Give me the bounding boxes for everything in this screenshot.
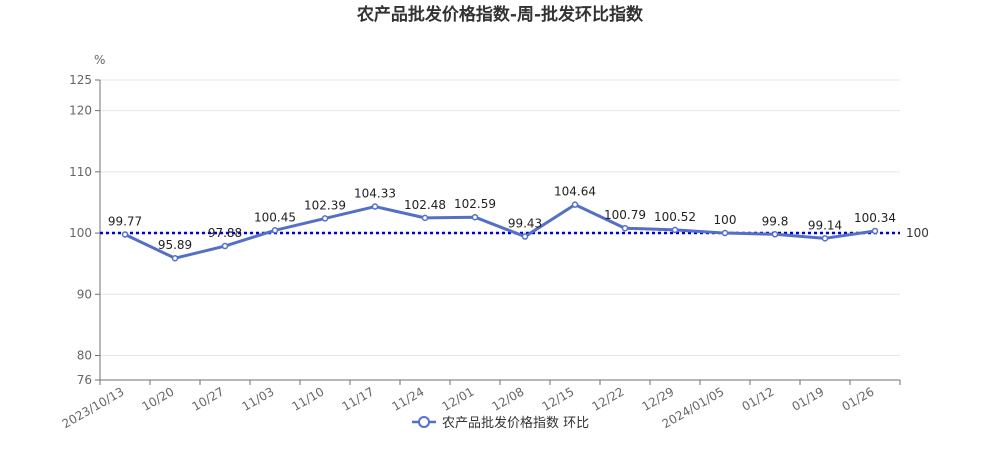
legend[interactable]: 农产品批发价格指数 环比 bbox=[412, 415, 589, 431]
data-label: 97.88 bbox=[208, 226, 242, 240]
data-label: 100.52 bbox=[654, 210, 696, 224]
data-label: 100.79 bbox=[604, 208, 646, 222]
data-point bbox=[821, 235, 829, 242]
y-tick-label: 90 bbox=[77, 287, 92, 301]
data-point bbox=[621, 224, 629, 232]
x-tick-label: 01/26 bbox=[840, 384, 877, 413]
y-tick-label: 120 bbox=[69, 104, 92, 118]
x-tick-label: 12/29 bbox=[640, 384, 677, 413]
x-tick-label: 12/01 bbox=[440, 384, 477, 413]
reference-line-label: 100 bbox=[906, 226, 929, 240]
data-label: 104.64 bbox=[554, 185, 596, 199]
data-label: 102.59 bbox=[454, 197, 496, 211]
chart-title: 农产品批发价格指数-周-批发环比指数 bbox=[356, 4, 644, 25]
data-label: 99.43 bbox=[508, 217, 542, 231]
data-label: 102.39 bbox=[304, 198, 346, 212]
data-point bbox=[221, 242, 229, 250]
data-label: 99.77 bbox=[108, 214, 142, 228]
x-tick-label: 10/20 bbox=[140, 384, 177, 413]
x-tick-label: 01/19 bbox=[790, 384, 827, 413]
x-tick-label: 12/15 bbox=[540, 384, 577, 413]
x-tick-label: 11/10 bbox=[290, 384, 327, 413]
data-label: 102.48 bbox=[404, 198, 446, 212]
y-axis-unit: % bbox=[94, 53, 105, 67]
x-tick-label: 11/03 bbox=[240, 384, 277, 413]
data-point bbox=[271, 227, 279, 234]
y-tick-label: 80 bbox=[77, 349, 92, 363]
data-point bbox=[521, 233, 529, 240]
y-tick-label: 125 bbox=[69, 73, 92, 87]
data-point bbox=[421, 214, 429, 222]
x-tick-label: 11/17 bbox=[340, 384, 377, 413]
data-label: 100 bbox=[714, 213, 737, 227]
data-label: 99.14 bbox=[808, 218, 842, 232]
data-label: 99.8 bbox=[762, 214, 789, 228]
data-point bbox=[671, 226, 679, 234]
data-point bbox=[571, 201, 579, 208]
x-tick-label: 11/24 bbox=[390, 384, 427, 413]
data-point bbox=[171, 254, 179, 262]
series-line bbox=[121, 201, 879, 262]
y-axis-ticks: 76 80 90 100 110 120 125 bbox=[69, 73, 100, 387]
data-label: 104.33 bbox=[354, 187, 396, 201]
x-tick-label: 10/27 bbox=[190, 384, 227, 413]
series-polyline bbox=[124, 203, 876, 260]
data-point bbox=[321, 215, 329, 222]
data-point bbox=[371, 203, 379, 210]
data-point bbox=[471, 213, 479, 221]
data-label: 100.45 bbox=[254, 210, 296, 224]
data-label: 95.89 bbox=[158, 238, 192, 252]
legend-marker-icon bbox=[418, 416, 430, 428]
x-tick-label: 01/12 bbox=[740, 384, 777, 413]
data-label: 100.34 bbox=[854, 211, 896, 225]
data-point bbox=[121, 231, 129, 238]
legend-label: 农产品批发价格指数 环比 bbox=[442, 415, 589, 431]
x-tick-label: 2023/10/13 bbox=[60, 384, 127, 431]
data-point bbox=[871, 227, 879, 235]
y-tick-label: 100 bbox=[69, 226, 92, 240]
data-point bbox=[771, 231, 779, 238]
y-tick-label: 76 bbox=[77, 373, 92, 387]
data-labels: 99.77 95.89 97.88 100.45 102.39 104.33 102.48 1… bbox=[108, 185, 896, 253]
x-tick-label: 12/22 bbox=[590, 384, 627, 413]
data-point bbox=[721, 229, 729, 237]
y-tick-label: 110 bbox=[69, 165, 92, 179]
x-tick-label: 12/08 bbox=[490, 384, 527, 413]
